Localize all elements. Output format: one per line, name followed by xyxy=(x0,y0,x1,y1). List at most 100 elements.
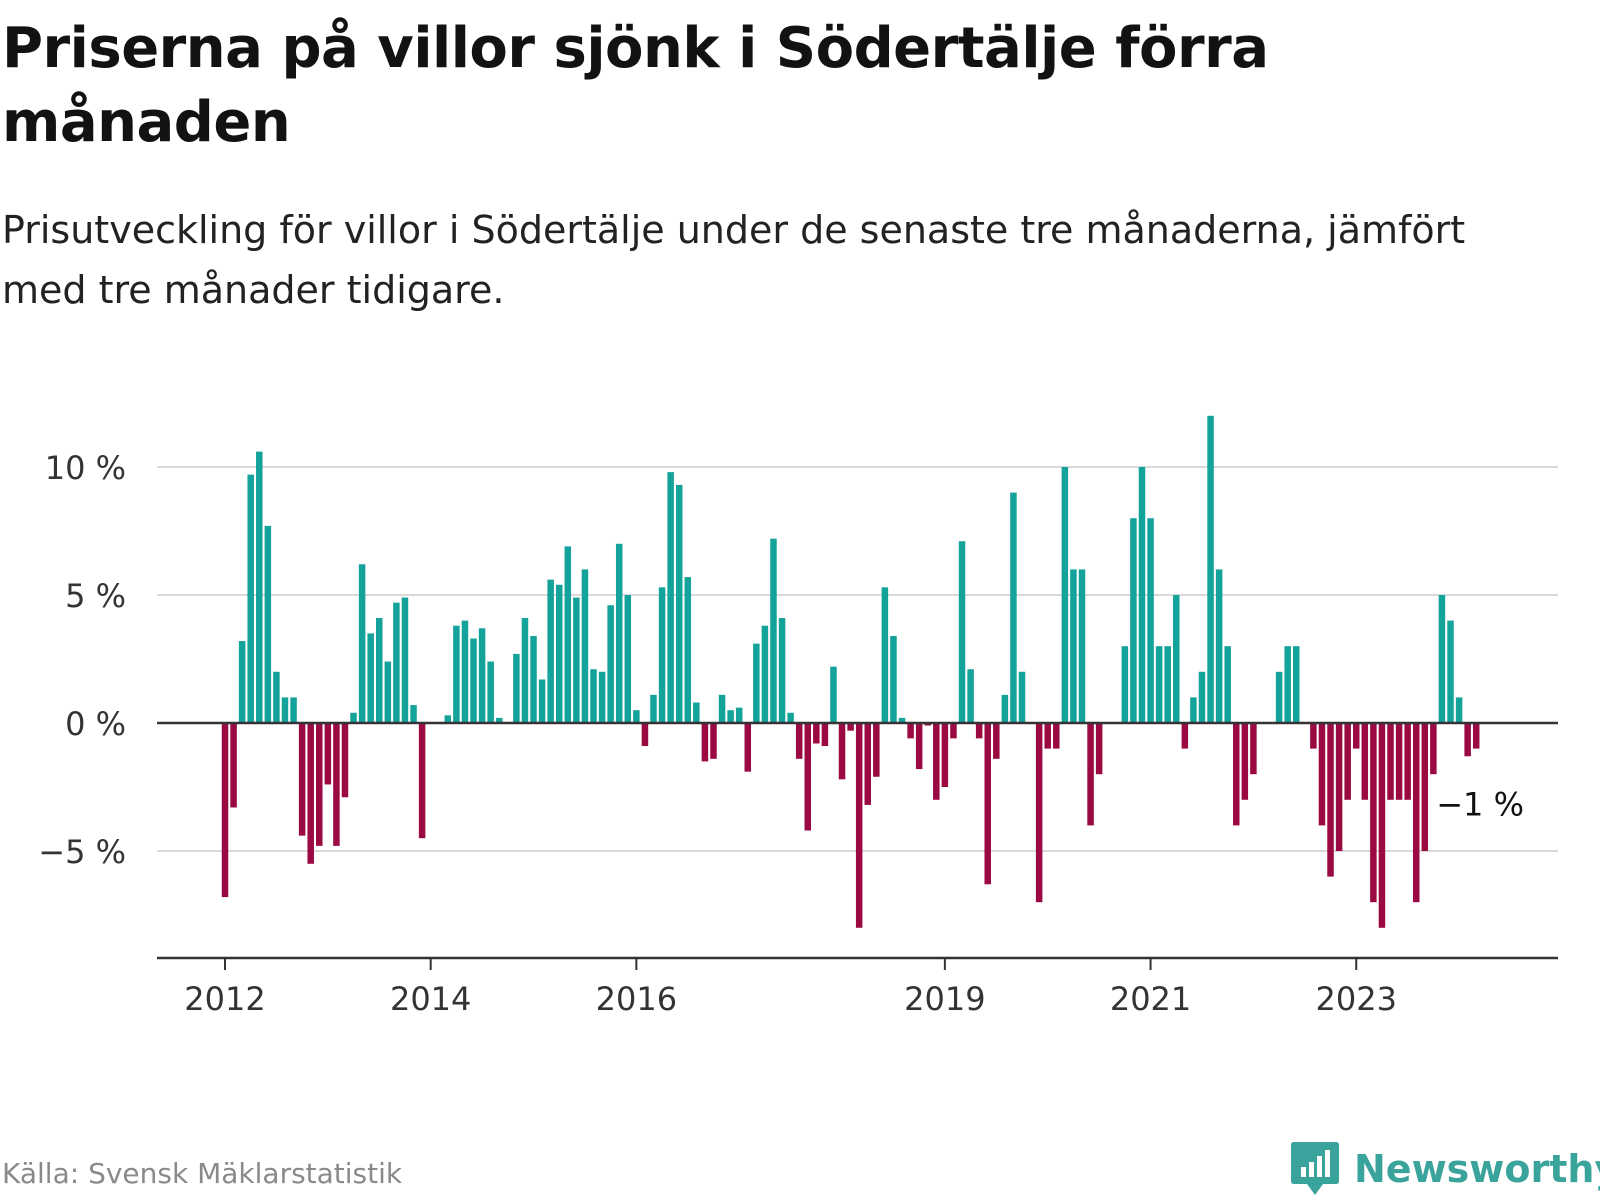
bar xyxy=(975,723,983,739)
source-note: Källa: Svensk Mäklarstatistik xyxy=(2,1157,403,1190)
bar xyxy=(1095,723,1103,775)
bar xyxy=(1310,723,1317,749)
bar xyxy=(1318,723,1326,826)
bar xyxy=(453,625,460,723)
bar-chart: −5 %0 %5 %10 % 2012 2014 2016 2019 2021 2023 … xyxy=(38,415,1558,1018)
bar xyxy=(273,671,280,723)
bar xyxy=(264,525,272,723)
bar xyxy=(1464,723,1471,757)
bar xyxy=(238,641,246,723)
x-axis-ticks: 2012 2014 2016 2019 2021 2023 xyxy=(184,958,1397,1018)
bar xyxy=(787,712,794,723)
bar xyxy=(1181,723,1189,749)
bar xyxy=(495,717,503,723)
bar xyxy=(667,472,674,723)
bar xyxy=(795,723,803,759)
bar xyxy=(1447,620,1454,723)
x-tick-label: 2012 xyxy=(184,980,265,1018)
bar xyxy=(1370,723,1377,903)
bar xyxy=(555,584,563,723)
bar xyxy=(221,723,229,898)
brand-logo: Newsworthy xyxy=(1290,1140,1600,1198)
bar xyxy=(1190,697,1197,723)
bar xyxy=(1472,723,1480,749)
bar xyxy=(701,723,709,762)
chart-subtitle: Prisutveckling för villor i Södertälje u… xyxy=(2,208,1466,312)
bar xyxy=(1344,723,1351,800)
bar xyxy=(376,618,383,723)
bar xyxy=(898,717,906,723)
bar xyxy=(444,715,452,723)
bar xyxy=(1010,492,1017,723)
bar xyxy=(890,635,897,723)
y-tick-label: 5 % xyxy=(65,577,126,615)
x-tick-label: 2014 xyxy=(390,980,471,1018)
bar xyxy=(1001,694,1009,723)
bar xyxy=(1087,723,1094,826)
bar xyxy=(564,546,572,723)
bar xyxy=(333,723,340,846)
bar xyxy=(984,723,991,885)
bar xyxy=(538,679,546,723)
bar xyxy=(1404,723,1411,800)
bar xyxy=(753,643,760,723)
bar xyxy=(710,723,717,759)
bar xyxy=(1361,723,1369,800)
bar xyxy=(1155,646,1163,723)
bar xyxy=(324,723,332,785)
bar xyxy=(1327,723,1334,877)
bar xyxy=(418,723,426,839)
bar xyxy=(470,638,477,723)
bar xyxy=(1250,723,1257,775)
bar xyxy=(247,474,254,723)
bar xyxy=(693,702,700,723)
bar xyxy=(1018,671,1026,723)
bar xyxy=(813,723,820,744)
bar xyxy=(941,723,949,787)
bar xyxy=(298,723,306,836)
bar xyxy=(307,723,314,864)
bar xyxy=(1053,723,1060,749)
bar xyxy=(1061,467,1069,723)
bar xyxy=(924,723,931,726)
bar xyxy=(350,712,357,723)
bar xyxy=(530,635,537,723)
last-value-label: −1 % xyxy=(1436,786,1524,824)
bar xyxy=(727,710,734,723)
bar xyxy=(650,694,657,723)
bar xyxy=(847,723,854,731)
bar xyxy=(1224,646,1231,723)
bar xyxy=(958,541,966,723)
bar xyxy=(401,597,409,723)
bar xyxy=(590,669,597,723)
bar xyxy=(598,671,606,723)
bar xyxy=(1421,723,1429,851)
bar xyxy=(718,694,726,723)
bar xyxy=(367,633,374,723)
bar xyxy=(281,697,289,723)
bar xyxy=(1293,646,1300,723)
bar xyxy=(873,723,880,777)
bar xyxy=(1378,723,1386,928)
bar xyxy=(1284,646,1291,723)
bar xyxy=(1215,569,1223,723)
bar xyxy=(615,543,623,723)
x-tick-label: 2023 xyxy=(1316,980,1397,1018)
bar xyxy=(1395,723,1403,800)
bar xyxy=(967,669,974,723)
bar xyxy=(1387,723,1394,800)
bar xyxy=(1207,415,1214,723)
bar xyxy=(393,602,400,723)
bar xyxy=(256,451,263,723)
bar xyxy=(521,618,529,723)
y-tick-label: 0 % xyxy=(65,705,126,743)
bar xyxy=(1198,671,1206,723)
bar xyxy=(761,625,769,723)
bar xyxy=(950,723,957,739)
bar xyxy=(1438,595,1446,723)
bar xyxy=(778,618,786,723)
bar xyxy=(1121,646,1129,723)
bar xyxy=(1275,671,1283,723)
bar xyxy=(993,723,1000,759)
bar xyxy=(607,605,614,723)
